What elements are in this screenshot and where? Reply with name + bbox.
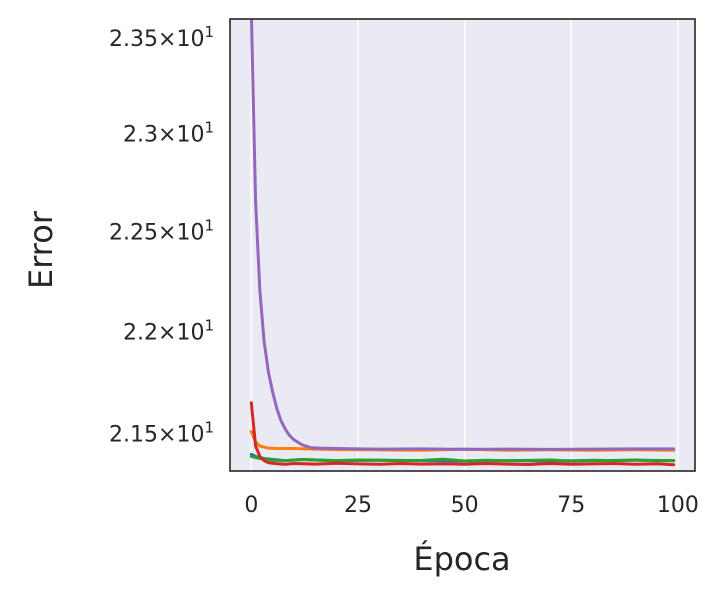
series-line-3 <box>249 454 676 463</box>
x-axis-label: Época <box>413 540 510 578</box>
x-tick-labels: 0 25 50 75 100 <box>244 493 699 518</box>
series-line-4 <box>249 401 676 467</box>
y-tick-label: 2.3×101 <box>123 119 214 148</box>
plot-background <box>230 19 695 471</box>
y-tick-label: 2.35×101 <box>109 23 214 52</box>
x-tick-label: 75 <box>557 493 585 518</box>
x-tick-label: 0 <box>244 493 258 518</box>
x-tick-label: 25 <box>344 493 372 518</box>
y-tick-label: 2.25×101 <box>109 216 214 245</box>
series-group <box>249 19 676 467</box>
x-tick-label: 50 <box>451 493 479 518</box>
y-tick-labels: 2.15×101 2.2×101 2.25×101 2.3×101 2.35×101 <box>109 23 214 448</box>
series-line-5 <box>250 19 676 451</box>
grid-lines <box>250 19 679 471</box>
y-tick-label: 2.15×101 <box>109 419 214 448</box>
plot-frame <box>229 18 696 472</box>
y-tick-label: 2.2×101 <box>123 316 214 345</box>
x-tick-label: 100 <box>657 493 699 518</box>
y-axis-label: Error <box>22 210 60 289</box>
